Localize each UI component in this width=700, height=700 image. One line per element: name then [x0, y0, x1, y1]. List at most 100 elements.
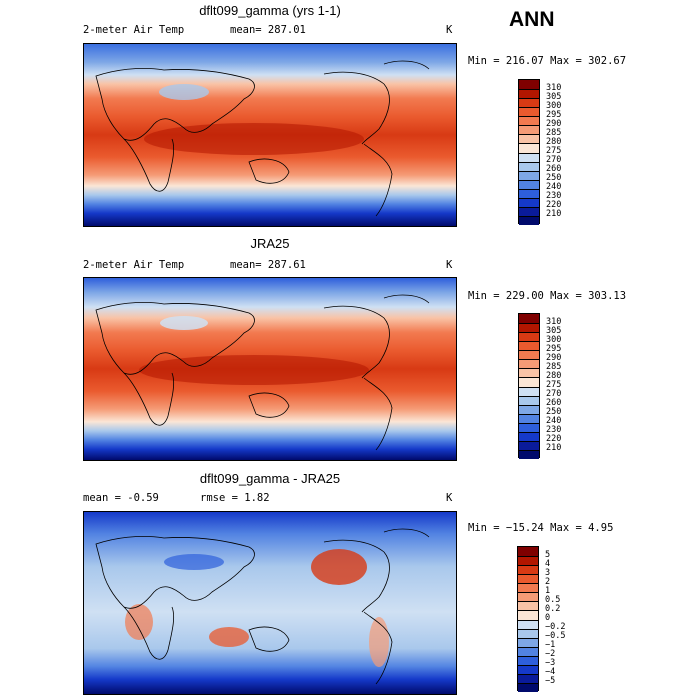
- colorbar-cell: [518, 664, 538, 674]
- colorbar-level-label: 285: [546, 127, 562, 138]
- colorbar-cell: [519, 404, 539, 414]
- colorbar-level-label: −0.5: [545, 631, 566, 642]
- colorbar-cell: [519, 377, 539, 387]
- colorbar-cell: [518, 583, 538, 593]
- colorbar-level-label: 210: [546, 443, 562, 454]
- colorbar-cell: [518, 673, 538, 683]
- colorbar-level-label: 230: [546, 191, 562, 202]
- panel-3-mean-label: mean = -0.59: [83, 492, 159, 504]
- colorbar-cell: [519, 323, 539, 333]
- colorbar-level-label: 230: [546, 425, 562, 436]
- colorbar-cell: [518, 592, 538, 602]
- panel-2-range-text: Min = 229.00 Max = 303.13: [468, 290, 627, 302]
- colorbar-cell: [518, 682, 538, 692]
- colorbar-cell: [519, 134, 539, 144]
- panel-1-tibet-cold: [159, 84, 209, 100]
- colorbar-cell: [519, 422, 539, 432]
- colorbar-level-label: 290: [546, 352, 562, 363]
- colorbar-level-label: 260: [546, 398, 562, 409]
- colorbar-cell: [519, 350, 539, 360]
- colorbar-level-label: 275: [546, 380, 562, 390]
- colorbar-level-label: 4: [545, 558, 551, 569]
- colorbar-cell: [518, 628, 538, 638]
- panel-1-map: [83, 43, 457, 227]
- panel-2-colorbar: [518, 313, 540, 459]
- colorbar-level-label: 300: [546, 334, 562, 345]
- colorbar-level-label: 310: [546, 82, 562, 93]
- colorbar-cell: [518, 547, 538, 557]
- colorbar-cell: [519, 314, 539, 324]
- colorbar-level-label: 220: [546, 200, 562, 211]
- panel-2-map-svg: [84, 278, 456, 460]
- colorbar-level-label: −1: [545, 640, 556, 651]
- colorbar-level-label: 220: [546, 434, 562, 445]
- colorbar-cell: [519, 386, 539, 396]
- colorbar-cell: [518, 565, 538, 575]
- panel-1-left-label: 2-meter Air Temp: [83, 24, 185, 36]
- colorbar-level-label: −4: [545, 667, 556, 678]
- panel-3-rmse-label: rmse = 1.82: [200, 492, 270, 504]
- panel-2-units: K: [446, 259, 453, 271]
- panel-1-colorbar: [518, 79, 540, 225]
- panel-1-units: K: [446, 24, 453, 36]
- colorbar-cell: [519, 395, 539, 405]
- colorbar-cell: [519, 188, 539, 198]
- colorbar-level-label: 295: [546, 343, 562, 354]
- panel-1-coastlines: [95, 60, 430, 217]
- panel-3-range-text: Min = −15.24 Max = 4.95: [468, 522, 614, 534]
- colorbar-level-label: −5: [545, 676, 556, 687]
- panel-3-colorbar-labels: 5 4 3 2 1 0.5 0.2 0 −0.2 −0.5 −1 −2 −3 −4 −5: [545, 546, 585, 691]
- colorbar-level-label: 280: [546, 136, 562, 147]
- panel-3-africa-warm-bias: [125, 604, 153, 640]
- colorbar-cell: [519, 449, 539, 459]
- colorbar-cell: [519, 413, 539, 423]
- colorbar-cell: [518, 574, 538, 584]
- colorbar-level-label: 295: [546, 109, 562, 120]
- colorbar-cell: [519, 125, 539, 135]
- colorbar-cell: [518, 556, 538, 566]
- colorbar-cell: [519, 116, 539, 126]
- colorbar-level-label: 0.5: [545, 594, 561, 605]
- panel-1-map-svg: [84, 44, 456, 226]
- panel-3-colorbar: [517, 546, 539, 692]
- panel-2-tibet-cold: [160, 316, 208, 330]
- colorbar-cell: [519, 359, 539, 369]
- colorbar-level-label: 280: [546, 370, 562, 381]
- colorbar-level-label: 285: [546, 361, 562, 372]
- colorbar-cell: [519, 143, 539, 153]
- panel-1-colorbar-labels: 310 305 300 295 290 285 280 275 270 260 250 240 230 2…: [546, 79, 586, 224]
- panel-1-warm-pool: [144, 123, 364, 155]
- colorbar-level-label: 310: [546, 316, 562, 327]
- colorbar-cell: [519, 332, 539, 342]
- colorbar-cell: [519, 170, 539, 180]
- colorbar-level-label: 290: [546, 118, 562, 129]
- colorbar-cell: [518, 646, 538, 656]
- colorbar-level-label: 270: [546, 389, 562, 400]
- colorbar-level-label: 270: [546, 155, 562, 166]
- panel-3-asia-cold-bias: [164, 554, 224, 570]
- colorbar-cell: [519, 98, 539, 108]
- colorbar-cell: [518, 637, 538, 647]
- colorbar-cell: [519, 161, 539, 171]
- panel-3-field: [84, 512, 456, 694]
- panel-2-map: [83, 277, 457, 461]
- colorbar-cell: [519, 368, 539, 378]
- colorbar-level-label: 240: [546, 182, 562, 193]
- colorbar-cell: [519, 206, 539, 216]
- colorbar-level-label: −3: [545, 658, 556, 669]
- colorbar-cell: [519, 80, 539, 90]
- panel-2-colorbar-labels: 310 305 300 295 290 285 280 275 270 260 250 240 230 2…: [546, 313, 586, 458]
- colorbar-level-label: 305: [546, 91, 562, 102]
- panel-3-sa-warm-bias: [369, 617, 389, 667]
- colorbar-level-label: 260: [546, 164, 562, 175]
- colorbar-level-label: 250: [546, 407, 562, 418]
- colorbar-cell: [519, 107, 539, 117]
- colorbar-cell: [519, 440, 539, 450]
- colorbar-cell: [519, 431, 539, 441]
- colorbar-level-label: 3: [545, 567, 551, 578]
- colorbar-cell: [519, 341, 539, 351]
- panel-3-units: K: [446, 492, 453, 504]
- panel-2-left-label: 2-meter Air Temp: [83, 259, 185, 271]
- colorbar-level-label: −0.2: [545, 622, 566, 633]
- panel-2-title: JRA25: [250, 236, 290, 251]
